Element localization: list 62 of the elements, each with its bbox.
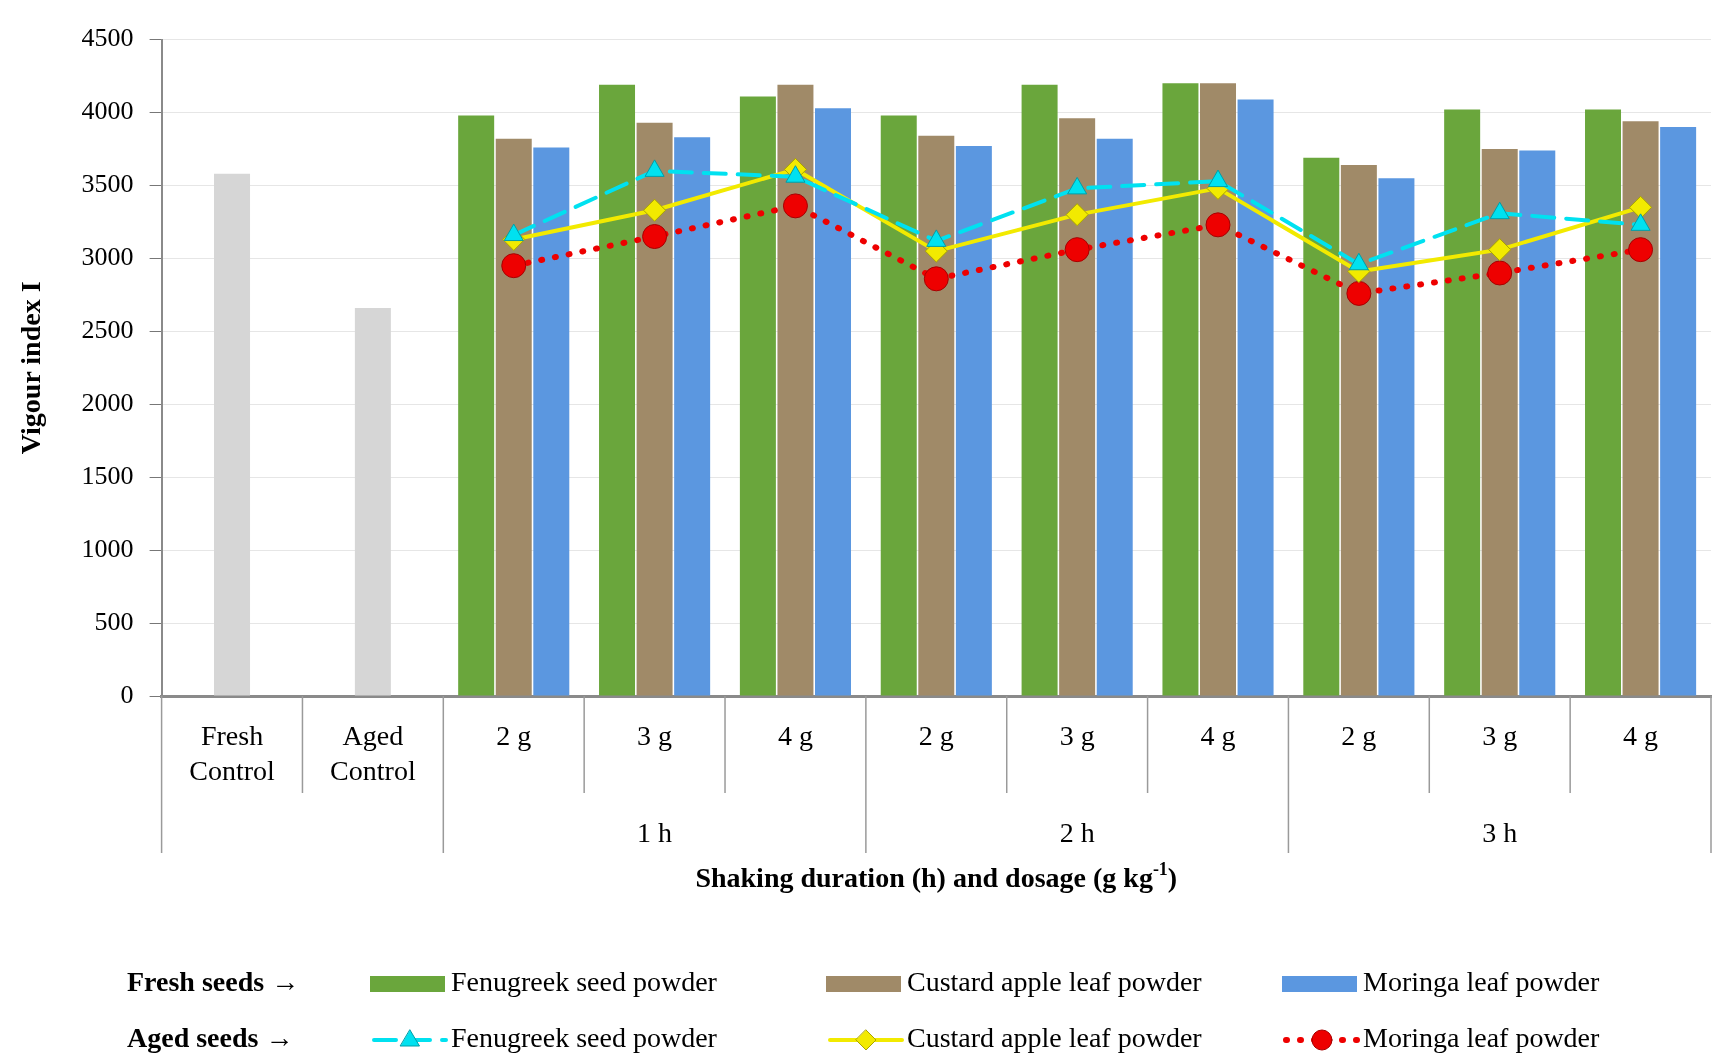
legend-label: Custard apple leaf powder bbox=[907, 1022, 1203, 1054]
bar bbox=[599, 84, 636, 696]
y-tick-label: 500 bbox=[94, 606, 134, 636]
x-tick-label: 3 g bbox=[1059, 719, 1095, 751]
legend-label: Moringa leaf powder bbox=[1363, 966, 1601, 998]
bar bbox=[495, 138, 532, 696]
bar bbox=[1660, 127, 1697, 696]
y-tick-label: 1500 bbox=[81, 461, 134, 491]
bar bbox=[1378, 178, 1415, 696]
x-tick-label: 3 g bbox=[1482, 719, 1518, 751]
bar bbox=[1021, 84, 1058, 696]
x-tick-label: Aged Control bbox=[330, 719, 416, 786]
bar bbox=[1096, 138, 1133, 696]
text: 2 h bbox=[1059, 817, 1095, 849]
text: Aged seeds → bbox=[127, 1022, 294, 1054]
y-tick-label: 4000 bbox=[81, 96, 134, 126]
x-tick-label: 2 g bbox=[1341, 719, 1377, 751]
bar bbox=[533, 147, 570, 696]
bar bbox=[1481, 149, 1518, 696]
y-axis-title: Vigour index I bbox=[15, 281, 47, 455]
bar bbox=[1519, 150, 1556, 696]
bar bbox=[214, 173, 251, 696]
legend-label: Fenugreek seed powder bbox=[451, 1022, 718, 1054]
bar bbox=[880, 115, 917, 696]
text: Fresh seeds → bbox=[127, 966, 300, 998]
y-tick-label: 4500 bbox=[81, 23, 134, 53]
bar bbox=[1162, 83, 1199, 696]
legend-label: Moringa leaf powder bbox=[1363, 1022, 1601, 1054]
bar bbox=[1622, 121, 1659, 696]
legend-label: Custard apple leaf powder bbox=[907, 966, 1203, 998]
x-tick-label: 4 g bbox=[777, 719, 813, 751]
x-tick-label: 4 g bbox=[1200, 719, 1236, 751]
bar bbox=[674, 137, 711, 696]
bar bbox=[918, 135, 955, 696]
y-tick-label: 0 bbox=[120, 679, 134, 709]
bar bbox=[636, 122, 673, 696]
y-tick-label: 2500 bbox=[81, 315, 134, 345]
bar bbox=[1237, 99, 1274, 696]
y-tick-label: 2000 bbox=[81, 388, 134, 418]
legend-label: Fenugreek seed powder bbox=[451, 966, 718, 998]
bar bbox=[1303, 157, 1340, 696]
x-tick-label: 2 g bbox=[918, 719, 954, 751]
bar bbox=[739, 96, 776, 696]
bar bbox=[1340, 165, 1377, 696]
x-tick-label: 3 g bbox=[637, 719, 673, 751]
y-tick-label: 3000 bbox=[81, 242, 134, 272]
x-tick-label: Fresh Control bbox=[189, 719, 276, 786]
x-tick-label: 2 g bbox=[496, 719, 532, 751]
bar bbox=[777, 84, 814, 696]
y-tick-label: 3500 bbox=[81, 169, 134, 199]
y-tick-label: 1000 bbox=[81, 533, 134, 563]
bar bbox=[1585, 109, 1622, 696]
x-tick-label: 4 g bbox=[1623, 719, 1659, 751]
bar bbox=[1059, 118, 1096, 696]
bar bbox=[1200, 83, 1237, 696]
bar bbox=[1444, 109, 1481, 696]
bar bbox=[815, 108, 852, 696]
bar bbox=[458, 115, 495, 696]
bar bbox=[955, 146, 992, 696]
bar bbox=[354, 308, 391, 696]
text: 3 h bbox=[1482, 817, 1518, 849]
text: 1 h bbox=[637, 817, 673, 849]
